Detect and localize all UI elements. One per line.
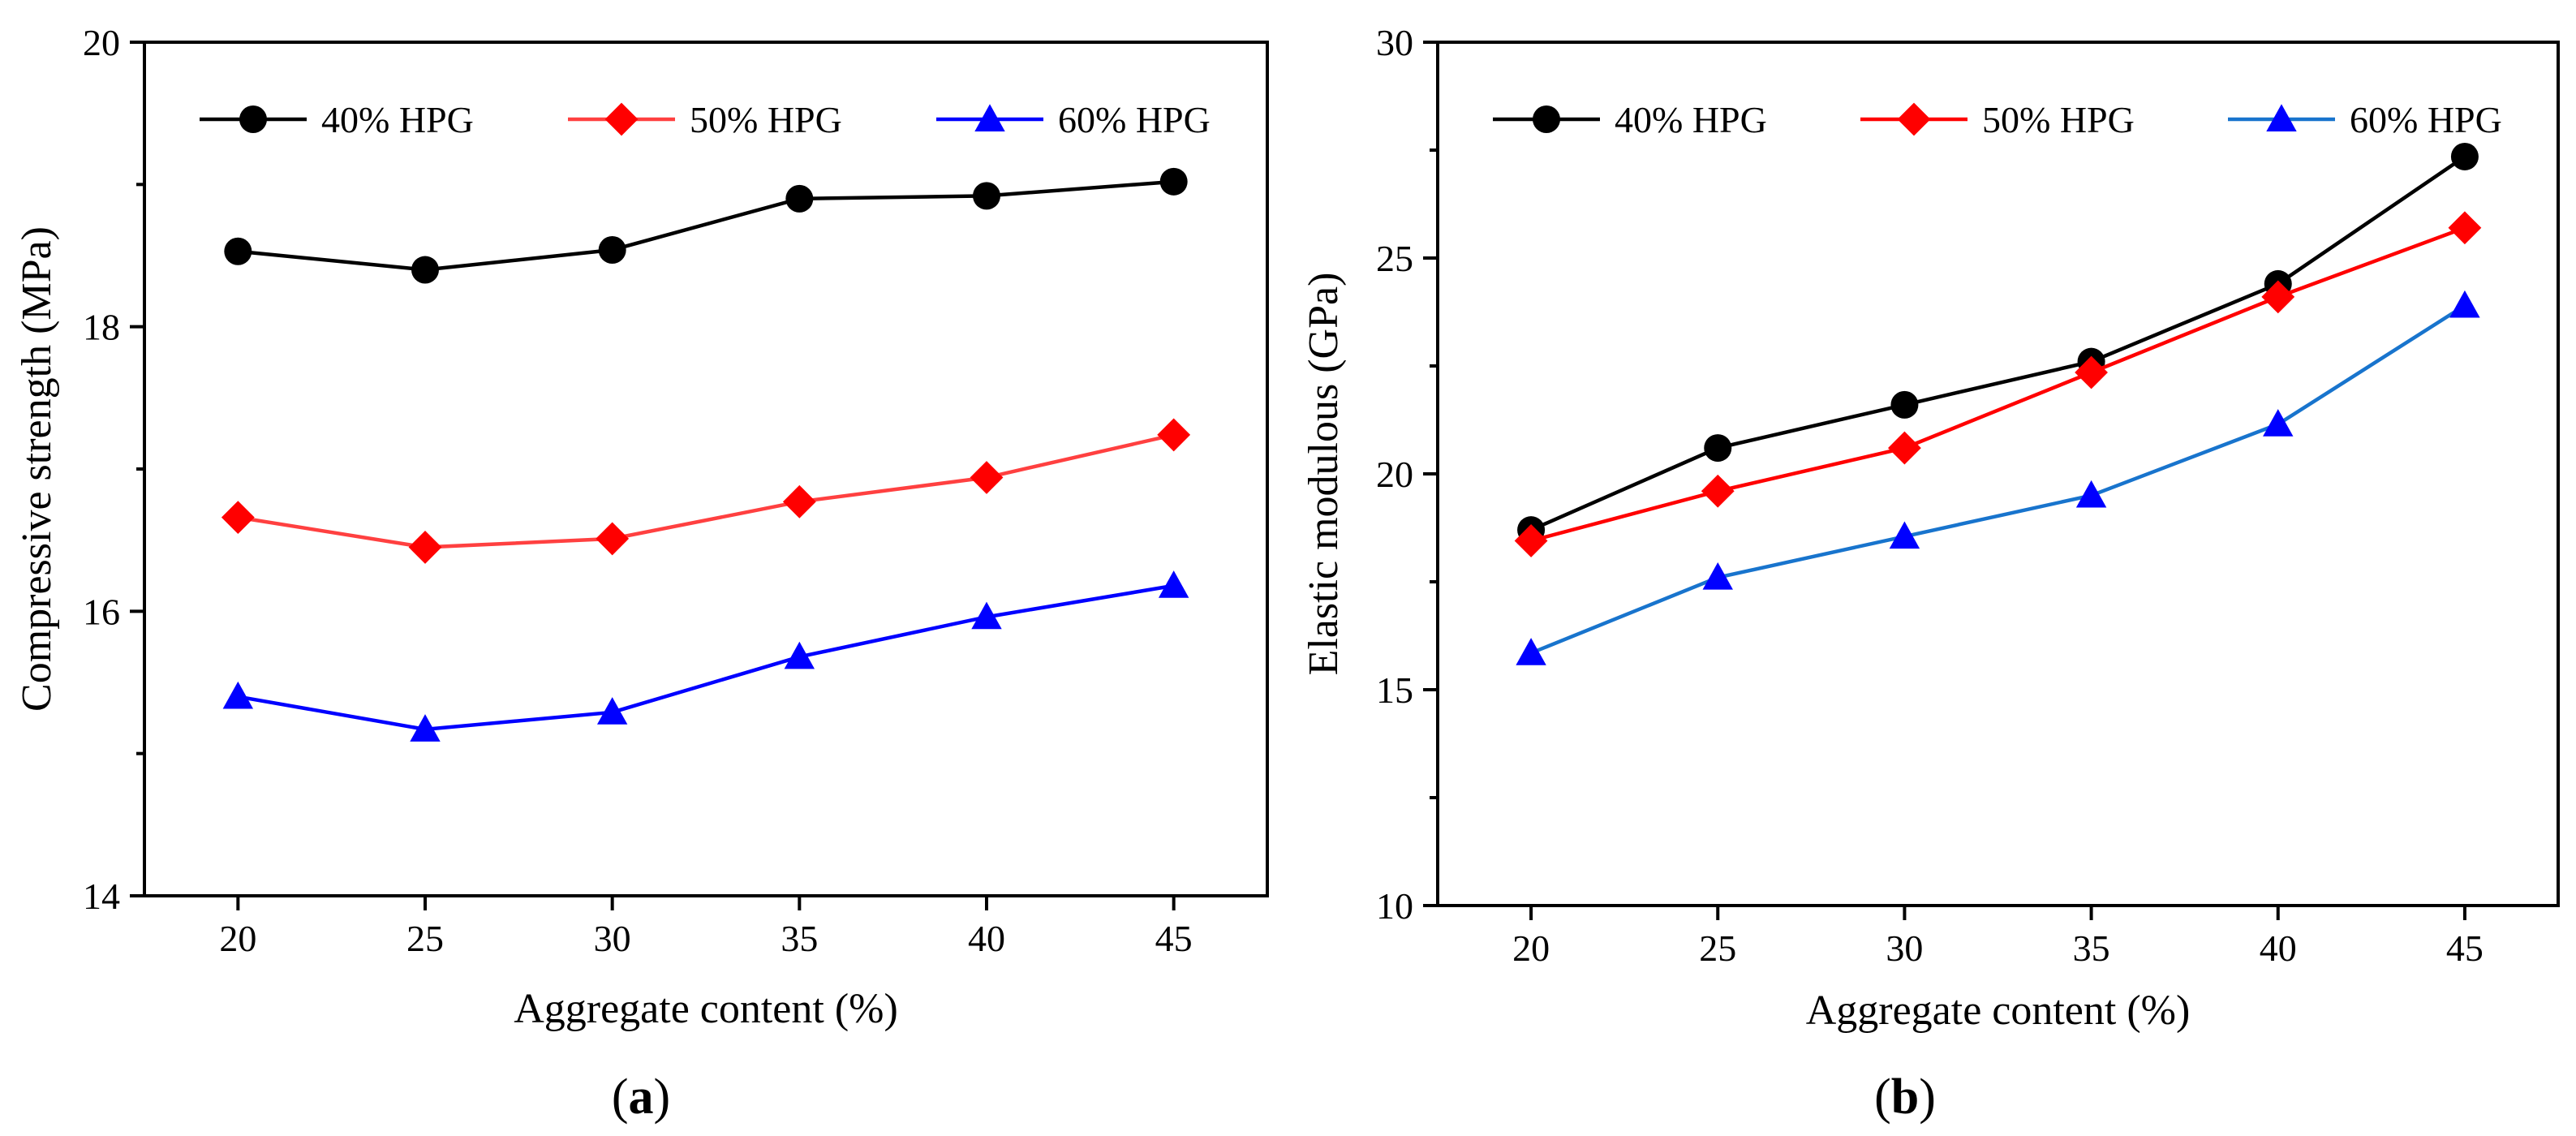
data-point bbox=[2263, 409, 2294, 437]
series-0 bbox=[224, 167, 1188, 284]
legend-label: 60% HPG bbox=[1058, 99, 1211, 140]
x-tick-label: 30 bbox=[594, 918, 631, 959]
y-tick-label: 14 bbox=[83, 876, 120, 917]
data-point bbox=[1514, 524, 1548, 557]
series-2 bbox=[1516, 290, 2480, 665]
data-point bbox=[970, 461, 1004, 494]
data-point bbox=[2448, 211, 2482, 245]
data-point bbox=[973, 182, 1000, 210]
x-tick-label: 45 bbox=[2446, 927, 2484, 969]
chart-panel-b: 10 15 20 25 30 20 25 30 35 40 45 Aggregate content … bbox=[1301, 22, 2560, 1125]
y-tick-label: 20 bbox=[1376, 454, 1413, 495]
data-point bbox=[408, 531, 442, 564]
legend-label: 40% HPG bbox=[321, 99, 474, 140]
data-point bbox=[2075, 355, 2108, 389]
y-tick-label: 20 bbox=[83, 22, 120, 63]
data-point bbox=[1704, 434, 1732, 463]
data-point bbox=[2075, 480, 2107, 508]
data-point bbox=[411, 256, 439, 284]
data-point bbox=[2450, 142, 2479, 170]
y-tick-label: 25 bbox=[1376, 238, 1413, 279]
legend-label: 50% HPG bbox=[690, 99, 842, 140]
data-point bbox=[971, 601, 1002, 630]
x-tick-label: 20 bbox=[219, 918, 256, 959]
x-tick-label: 25 bbox=[406, 918, 444, 959]
data-point bbox=[224, 237, 252, 265]
data-point bbox=[221, 501, 255, 535]
series-line bbox=[237, 583, 1175, 732]
x-tick-label: 35 bbox=[2073, 927, 2110, 969]
y-tick-label: 18 bbox=[83, 307, 120, 348]
y-axis-title: Compressive strength (MPa) bbox=[14, 226, 60, 712]
series-line bbox=[1530, 155, 2466, 532]
x-tick-label: 45 bbox=[1155, 918, 1193, 959]
data-point bbox=[1702, 562, 1733, 590]
panel-letter: a bbox=[629, 1069, 654, 1125]
legend-marker bbox=[2266, 104, 2297, 131]
legend-label: 60% HPG bbox=[2350, 99, 2502, 140]
legend: 40% HPG 50% HPG 60% HPG bbox=[200, 99, 1211, 140]
y-tick-label: 16 bbox=[83, 591, 120, 632]
data-point bbox=[1159, 167, 1188, 196]
data-point bbox=[410, 714, 441, 742]
plot-frame bbox=[143, 41, 1269, 897]
data-point bbox=[1890, 390, 1919, 419]
data-point bbox=[782, 484, 816, 519]
series-line bbox=[238, 179, 1174, 272]
panel-paren-open: ( bbox=[1874, 1069, 1891, 1125]
chart-panel-a: 14 16 18 20 20 25 30 35 40 45 Aggregate content (%… bbox=[14, 22, 1269, 1125]
x-tick-label: 30 bbox=[1886, 927, 1923, 969]
series-2 bbox=[222, 570, 1189, 742]
data-point bbox=[598, 235, 626, 264]
series-line bbox=[237, 432, 1175, 549]
legend-label: 40% HPG bbox=[1615, 99, 1767, 140]
legend-marker bbox=[974, 104, 1005, 131]
y-tick-label: 15 bbox=[1376, 669, 1413, 711]
data-point bbox=[2261, 280, 2295, 314]
y-axis-title: Elastic modulous (GPa) bbox=[1301, 273, 1347, 676]
legend: 40% HPG 50% HPG 60% HPG bbox=[1493, 99, 2502, 140]
data-point bbox=[596, 522, 630, 556]
x-tick-label: 25 bbox=[1699, 927, 1736, 969]
legend-marker bbox=[239, 105, 267, 133]
x-tick-label: 35 bbox=[781, 918, 818, 959]
series-line bbox=[1530, 226, 2466, 543]
x-tick-label: 40 bbox=[2260, 927, 2297, 969]
x-axis-title: Aggregate content (%) bbox=[1806, 988, 2191, 1034]
panel-paren-open: ( bbox=[612, 1069, 629, 1125]
series-1 bbox=[221, 418, 1191, 564]
data-point bbox=[1158, 570, 1189, 598]
legend-marker bbox=[604, 102, 639, 136]
x-tick-label: 20 bbox=[1512, 927, 1550, 969]
data-point bbox=[1157, 418, 1191, 452]
series-line bbox=[1530, 303, 2466, 655]
legend-marker bbox=[1897, 102, 1931, 136]
legend-marker bbox=[1533, 105, 1560, 133]
series-0 bbox=[1517, 142, 2479, 544]
y-tick-label: 10 bbox=[1376, 885, 1413, 927]
plot-frame bbox=[1436, 41, 2560, 907]
data-point bbox=[784, 641, 815, 669]
y-tick-label: 30 bbox=[1376, 22, 1413, 63]
panel-letter: b bbox=[1891, 1069, 1919, 1125]
data-point bbox=[1888, 431, 1921, 465]
legend-label: 50% HPG bbox=[1982, 99, 2135, 140]
series-1 bbox=[1514, 211, 2482, 557]
data-point bbox=[785, 184, 814, 213]
data-point bbox=[596, 697, 628, 725]
panel-paren-close: ) bbox=[1919, 1069, 1936, 1125]
data-point bbox=[1889, 521, 1920, 549]
panel-paren-close: ) bbox=[654, 1069, 671, 1125]
data-point bbox=[1701, 474, 1735, 508]
x-tick-label: 40 bbox=[968, 918, 1005, 959]
panel-label: (a) bbox=[612, 1069, 670, 1125]
data-point bbox=[222, 681, 254, 709]
panel-label: (b) bbox=[1874, 1069, 1936, 1125]
data-point bbox=[1516, 638, 1546, 665]
x-axis-title: Aggregate content (%) bbox=[514, 986, 898, 1032]
data-point bbox=[2449, 290, 2480, 318]
